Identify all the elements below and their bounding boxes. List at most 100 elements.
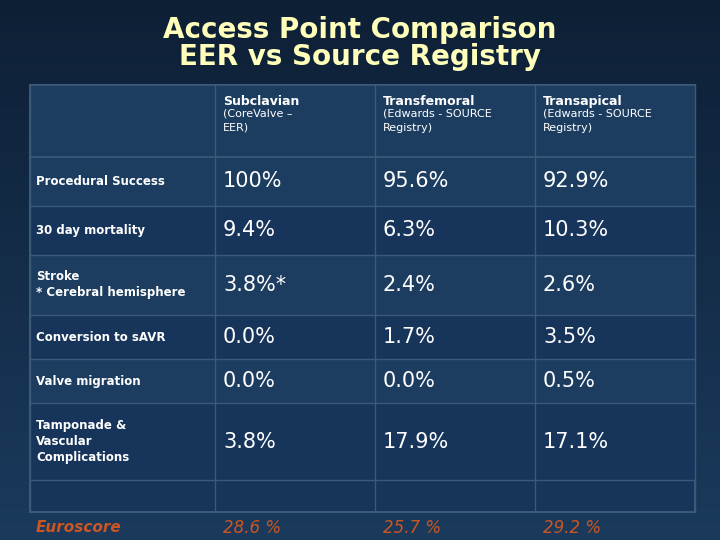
Bar [0, 238, 720, 243]
Bar [0, 513, 720, 518]
Bar [0, 362, 720, 367]
Text: Stroke
* Cerebral hemisphere: Stroke * Cerebral hemisphere [36, 271, 186, 299]
Bar [0, 27, 720, 32]
Bar [0, 308, 720, 313]
Bar [0, 205, 720, 211]
Bar [0, 167, 720, 173]
Bar [0, 481, 720, 486]
Bar [0, 135, 720, 140]
Text: 3.8%*: 3.8%* [223, 275, 286, 295]
Bar [0, 0, 720, 5]
Bar [0, 443, 720, 448]
Bar [0, 491, 720, 497]
Bar [0, 151, 720, 157]
Bar [0, 16, 720, 22]
Bar [0, 254, 720, 259]
Bar [0, 292, 720, 297]
Text: 28.6 %: 28.6 % [223, 519, 281, 537]
Text: EER): EER) [223, 123, 249, 133]
Bar [0, 248, 720, 254]
Bar [0, 194, 720, 200]
Bar [0, 313, 720, 319]
Bar [0, 76, 720, 81]
Bar [0, 173, 720, 178]
Bar [0, 162, 720, 167]
Bar [0, 464, 720, 470]
Text: Tamponade &
Vascular
Complications: Tamponade & Vascular Complications [36, 419, 130, 464]
Bar [0, 286, 720, 292]
Bar [0, 189, 720, 194]
Bar [0, 400, 720, 405]
Bar [0, 529, 720, 535]
Text: 17.9%: 17.9% [383, 431, 449, 451]
Bar [0, 130, 720, 135]
Bar [0, 319, 720, 324]
Bar [0, 340, 720, 346]
Bar [0, 259, 720, 265]
Bar [0, 211, 720, 216]
Bar [0, 43, 720, 49]
Text: (Edwards - SOURCE: (Edwards - SOURCE [543, 109, 652, 119]
Bar [30, 359, 695, 403]
Bar [0, 389, 720, 394]
Bar [0, 421, 720, 427]
Bar [0, 367, 720, 373]
Bar [0, 81, 720, 86]
Bar [0, 297, 720, 302]
Text: 0.0%: 0.0% [223, 327, 276, 347]
Text: Euroscore: Euroscore [36, 521, 122, 536]
Bar [0, 265, 720, 270]
Bar [0, 275, 720, 281]
Text: 17.1%: 17.1% [543, 431, 609, 451]
Bar [0, 356, 720, 362]
Text: (CoreValve –: (CoreValve – [223, 109, 292, 119]
Bar [0, 346, 720, 351]
Text: (Edwards - SOURCE: (Edwards - SOURCE [383, 109, 492, 119]
Bar [0, 448, 720, 454]
Bar [0, 103, 720, 108]
Bar [0, 113, 720, 119]
Bar [0, 324, 720, 329]
Bar [30, 206, 695, 254]
Text: Subclavian: Subclavian [223, 95, 300, 108]
Text: Registry): Registry) [383, 123, 433, 133]
Bar [0, 383, 720, 389]
Text: Transfemoral: Transfemoral [383, 95, 475, 108]
Text: Transapical: Transapical [543, 95, 623, 108]
Bar [0, 119, 720, 124]
Text: 10.3%: 10.3% [543, 220, 609, 240]
Bar [0, 302, 720, 308]
Bar [0, 92, 720, 97]
Bar [0, 5, 720, 11]
Bar [0, 394, 720, 400]
Bar [0, 221, 720, 227]
Bar [0, 11, 720, 16]
Bar [0, 232, 720, 238]
Text: 25.7 %: 25.7 % [383, 519, 441, 537]
Bar [0, 427, 720, 432]
Bar [0, 329, 720, 335]
Text: 6.3%: 6.3% [383, 220, 436, 240]
Text: 2.6%: 2.6% [543, 275, 596, 295]
Bar [0, 432, 720, 437]
Bar [0, 157, 720, 162]
Bar [0, 486, 720, 491]
Bar [0, 373, 720, 378]
Bar [0, 524, 720, 529]
Text: Procedural Success: Procedural Success [36, 175, 165, 188]
Bar [0, 146, 720, 151]
Bar [0, 124, 720, 130]
Bar [0, 49, 720, 54]
Bar [0, 54, 720, 59]
Text: 30 day mortality: 30 day mortality [36, 224, 145, 237]
Text: 92.9%: 92.9% [543, 171, 609, 191]
Bar [0, 410, 720, 416]
Bar [30, 85, 695, 157]
Bar [0, 378, 720, 383]
Text: Valve migration: Valve migration [36, 375, 140, 388]
Bar [30, 254, 695, 315]
Bar [30, 403, 695, 480]
Bar [0, 475, 720, 481]
Bar [0, 200, 720, 205]
Text: 3.8%: 3.8% [223, 431, 276, 451]
